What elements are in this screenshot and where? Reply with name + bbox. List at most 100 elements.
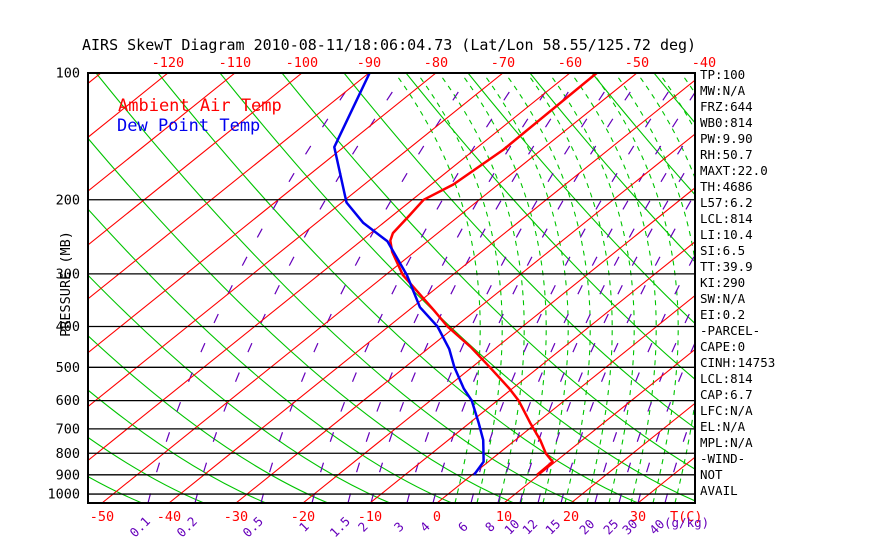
stat-line: CAPE:0 [700,339,746,354]
stat-line: TT:39.9 [700,259,753,274]
legend-dew-point-temp: Dew Point Temp [117,116,261,136]
stat-line: -WIND- [700,451,746,466]
isotherm-line [88,73,169,138]
isotherm-line [88,73,370,300]
isotherm-line [88,73,437,354]
mixing-ratio-tick-label: 0.1 [127,514,154,541]
dry-adiabat-line [281,73,695,470]
isotherm-line [88,73,236,192]
mixing-ratio-line [470,73,682,503]
stat-line: TH:4686 [700,179,753,194]
bottom-temp-tick-label: -50 [90,509,114,525]
pressure-tick-label: 500 [56,360,80,376]
isotherm-line [503,348,695,503]
dry-adiabat-line [88,334,329,503]
isotherm-line [88,73,303,246]
top-temp-tick-label: -110 [219,55,252,71]
dry-adiabat-line [343,73,695,429]
isotherm-line [436,294,695,503]
moist-adiabat-line [438,73,525,503]
moist-adiabat-line [504,73,591,503]
moist-adiabat-line [592,73,679,503]
moist-adiabat-line [526,73,613,503]
isotherm-line [88,73,571,462]
top-temp-tick-label: -60 [558,55,582,71]
bottom-temp-tick-label: -40 [157,509,181,525]
mixing-ratio-tick-label: 15 [542,516,563,537]
mixing-ratio-tick-label: 6 [455,519,471,535]
stat-line: KI:290 [700,275,746,290]
dry-adiabat-line [405,73,695,380]
isotherm-line [369,241,695,503]
bottom-temp-tick-label: 30 [630,509,646,525]
dry-adiabat-line [467,73,695,325]
moist-adiabat-line [416,73,503,503]
stat-line: SW:N/A [700,291,746,306]
stat-line: -PARCEL- [700,323,761,338]
pressure-tick-label: 600 [56,393,80,409]
moist-adiabat-line [460,73,547,503]
mixing-ratio-line [194,73,406,503]
mixing-ratio-line [370,73,582,503]
stat-line: WB0:814 [700,115,753,130]
dry-adiabat-line [591,73,695,196]
bottom-temp-tick-label: -20 [291,509,315,525]
moist-adiabat-line [570,73,657,503]
top-temp-tick-label: -40 [692,55,716,71]
stat-line: TP:100 [700,67,746,82]
stat-line: NOT [700,467,723,482]
mixing-ratio-line [519,125,695,503]
dry-adiabat-line [529,73,695,263]
stat-line: LCL:814 [700,371,753,386]
pressure-tick-label: 800 [56,446,80,462]
mixing-ratio-tick-label: 20 [576,516,597,537]
pressure-tick-label: 100 [56,66,80,82]
bottom-temp-tick-label: 20 [563,509,579,525]
stat-line: EL:N/A [700,419,746,434]
mixing-ratio-tick-label: 1.5 [327,514,354,541]
stat-line: MPL:N/A [700,435,753,450]
bottom-temp-tick-label: 0 [433,509,441,525]
pressure-tick-label: 200 [56,192,80,208]
pressure-tick-label: 400 [56,319,80,335]
pressure-tick-label: 1000 [47,487,80,503]
mixing-ratio-tick-label: 4 [417,519,433,535]
temp-unit-label: T(C) [670,509,703,525]
chart-title: AIRS SkewT Diagram 2010-08-11/18:06:04.7… [82,36,697,54]
top-temp-tick-label: -80 [424,55,448,71]
pressure-tick-label: 900 [56,467,80,483]
plot-grid [88,73,695,503]
stat-line: CAP:6.7 [700,387,753,402]
stat-line: AVAIL [700,483,738,498]
pressure-tick-label: 300 [56,266,80,282]
isotherm-line [168,79,695,503]
legend-ambient-air-temp: Ambient Air Temp [118,96,282,116]
mixing-ratio-line [147,73,359,503]
stat-line: MW:N/A [700,83,746,98]
stat-line: LFC:N/A [700,403,753,418]
bottom-temp-tick-label: -10 [358,509,382,525]
dew-point-temp-curve [333,73,485,476]
pressure-axis-label: PRESSURE (MB) [58,231,74,337]
pressure-tick-label: 700 [56,421,80,437]
top-temp-tick-label: -120 [152,55,185,71]
mixing-ratio-line [260,73,472,503]
moist-adiabat-line [394,73,481,503]
stat-line: RH:50.7 [700,147,753,162]
isotherm-line [88,73,102,85]
moist-adiabat-line [482,73,569,503]
dry-adiabat-line [88,389,267,503]
stat-line: EI:0.2 [700,307,746,322]
mixing-ratio-tick-label: 3 [391,519,407,535]
stat-line: LCL:814 [700,211,753,226]
stat-line: SI:6.5 [700,243,746,258]
moist-adiabat-line [548,73,635,503]
stat-line: FRZ:644 [700,99,753,114]
isotherm-line [302,187,695,503]
isotherm-line [570,402,695,503]
stat-line: PW:9.90 [700,131,753,146]
top-temp-tick-label: -70 [491,55,515,71]
isotherm-line [235,133,695,503]
